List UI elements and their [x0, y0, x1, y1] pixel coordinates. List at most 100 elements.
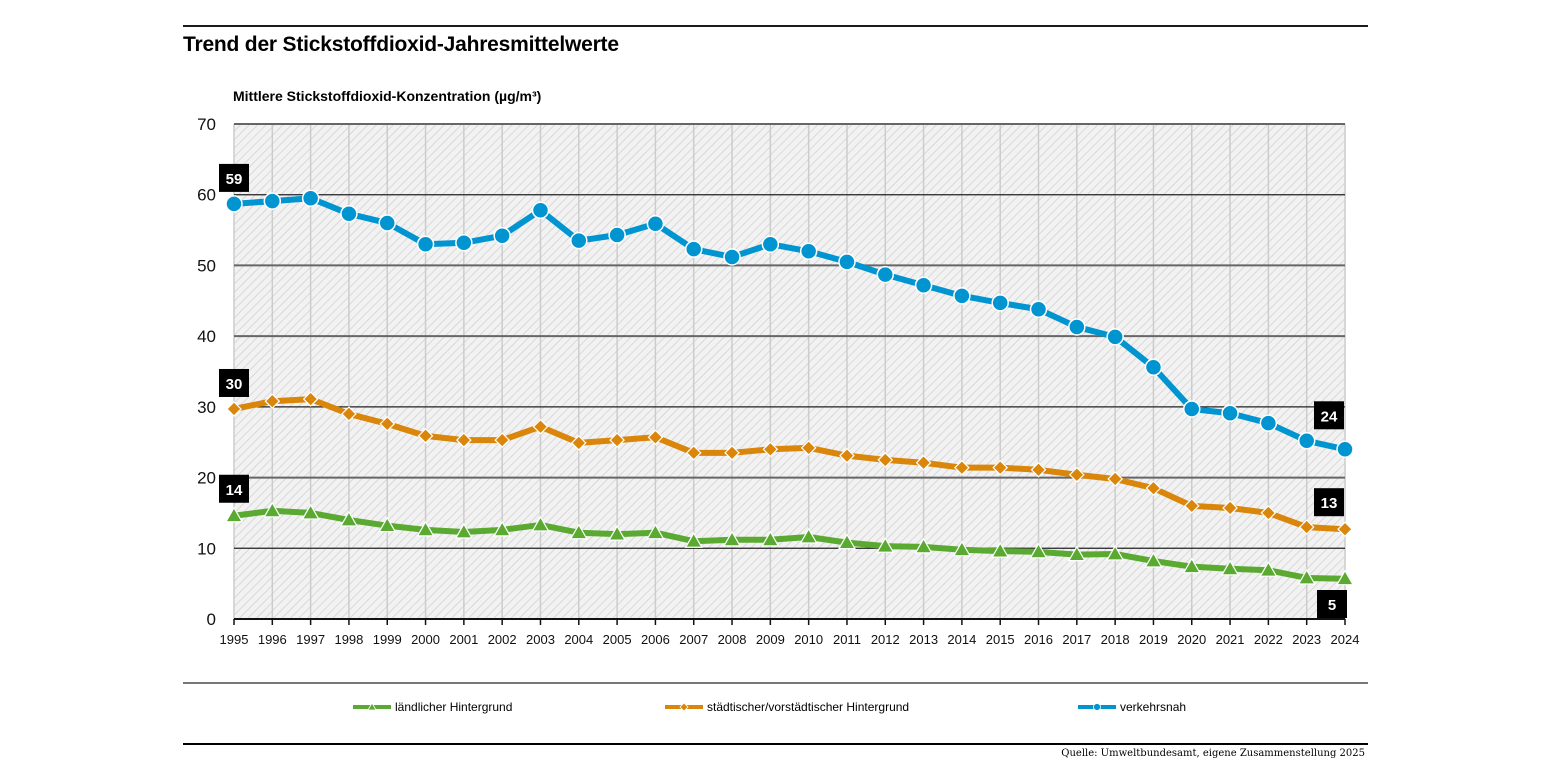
legend-item-traffic: verkehrsnah [1078, 700, 1186, 714]
data-point [608, 226, 626, 244]
x-tick-label: 1997 [296, 632, 325, 647]
data-point [1145, 480, 1162, 497]
data-point [684, 532, 703, 548]
chart-title: Trend der Stickstoffdioxid-Jahresmittelw… [183, 33, 619, 56]
data-point [761, 530, 780, 547]
data-point [569, 523, 588, 540]
data-point [646, 523, 665, 540]
x-tick-label: 2020 [1177, 632, 1206, 647]
x-tick-label: 1995 [220, 632, 249, 647]
legend-diamond-icon [665, 702, 703, 712]
data-point [301, 189, 320, 207]
data-point [493, 226, 511, 245]
data-point [1298, 519, 1315, 535]
data-point [839, 447, 855, 464]
data-point [991, 541, 1010, 558]
x-tick-label: 2019 [1139, 632, 1168, 647]
data-point [1068, 466, 1085, 483]
data-point [992, 459, 1009, 476]
data-point [762, 441, 779, 458]
data-point [454, 522, 473, 539]
legend-triangle-icon [353, 702, 391, 711]
data-point [1182, 557, 1201, 574]
data-point [226, 401, 242, 417]
x-tick-label: 2013 [909, 632, 938, 647]
x-tick-label: 2018 [1101, 632, 1130, 647]
data-point [723, 530, 742, 547]
data-point [1106, 544, 1125, 561]
series-line [233, 396, 1346, 533]
x-tick-label: 2008 [718, 632, 747, 647]
data-point [876, 265, 895, 284]
x-tick-label: 2012 [871, 632, 900, 647]
data-point [724, 444, 740, 461]
x-tick-label: 2023 [1292, 632, 1321, 647]
data-point [302, 391, 319, 407]
top-rule [183, 25, 1368, 27]
data-point [532, 418, 549, 435]
data-point [301, 503, 320, 520]
data-point [799, 242, 818, 261]
x-tick-label: 2006 [641, 632, 670, 647]
x-tick-label: 2015 [986, 632, 1015, 647]
legend-label: ländlicher Hintergrund [395, 700, 513, 714]
data-point [378, 214, 396, 232]
start-value-label-box [219, 474, 249, 503]
legend-item-rural: ländlicher Hintergrund [353, 700, 512, 714]
data-point [1029, 300, 1048, 319]
data-point [263, 501, 282, 518]
x-tick-label: 2016 [1024, 632, 1053, 647]
data-point [1067, 545, 1086, 562]
data-point [570, 435, 587, 451]
data-point [416, 235, 435, 253]
x-tick-label: 2011 [833, 632, 861, 647]
x-tick-label: 2003 [526, 632, 555, 647]
data-point [264, 393, 281, 410]
line-chart: 0 10 20 30 40 50 60 70 1995 1996 1997 1998 1999 2000… [197, 115, 1359, 647]
data-point [531, 201, 550, 220]
data-point [646, 214, 665, 233]
data-point [799, 527, 818, 544]
data-point [341, 406, 357, 422]
start-value-label-box [219, 163, 249, 192]
data-point [991, 294, 1009, 312]
data-point [1030, 461, 1047, 478]
data-point [224, 506, 244, 523]
data-point [493, 520, 512, 537]
data-point [1259, 560, 1278, 577]
x-tick-label: 2010 [794, 632, 823, 647]
y-axis-label: Mittlere Stickstoffdioxid-Konzentration … [233, 88, 542, 104]
data-point [1297, 568, 1316, 585]
legend-top-rule [183, 682, 1368, 684]
data-point [761, 235, 780, 253]
data-point [1106, 328, 1124, 346]
source-note: Quelle: Umweltbundesamt, eigene Zusammen… [1061, 748, 1365, 759]
start-value-label: 30 [226, 376, 243, 393]
data-point [1068, 318, 1086, 336]
y-tick-label: 0 [207, 610, 216, 629]
y-tick-label: 20 [197, 469, 216, 488]
data-point [838, 253, 856, 271]
data-point [263, 192, 282, 210]
data-point [800, 440, 817, 456]
data-point [1221, 404, 1239, 422]
plot-area [234, 124, 1345, 619]
x-tick-label: 1999 [373, 632, 402, 647]
start-value-label: 59 [226, 171, 243, 188]
data-point [1222, 500, 1238, 516]
data-point [954, 459, 970, 476]
data-point [455, 234, 473, 252]
y-tick-label: 50 [197, 256, 216, 275]
legend-circle-icon [1078, 703, 1116, 711]
data-point [609, 432, 625, 448]
data-point [837, 533, 856, 550]
x-tick-label: 2021 [1216, 632, 1245, 647]
data-point [1183, 498, 1200, 514]
end-value-label: 24 [1321, 408, 1338, 425]
data-point [1335, 569, 1355, 586]
x-tick-label: 2017 [1062, 632, 1091, 647]
end-value-label: 5 [1328, 597, 1336, 614]
series-2 [225, 189, 1354, 459]
data-point [915, 454, 932, 471]
data-point [914, 276, 933, 294]
